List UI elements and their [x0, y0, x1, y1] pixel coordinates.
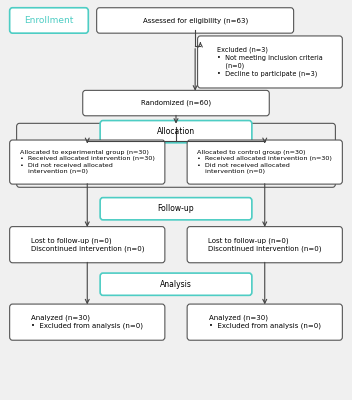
Text: Analyzed (n=30)
•  Excluded from analysis (n=0): Analyzed (n=30) • Excluded from analysis… — [31, 315, 143, 329]
Text: Analyzed (n=30)
•  Excluded from analysis (n=0): Analyzed (n=30) • Excluded from analysis… — [209, 315, 321, 329]
Text: Lost to follow-up (n=0)
Discontinued intervention (n=0): Lost to follow-up (n=0) Discontinued int… — [31, 238, 144, 252]
FancyBboxPatch shape — [10, 227, 165, 263]
FancyBboxPatch shape — [197, 36, 342, 88]
Text: Allocated to control group (n=30)
•  Received allocated intervention (n=30)
•  D: Allocated to control group (n=30) • Rece… — [197, 150, 332, 174]
FancyBboxPatch shape — [10, 304, 165, 340]
Text: Randomized (n=60): Randomized (n=60) — [141, 100, 211, 106]
FancyBboxPatch shape — [187, 304, 342, 340]
FancyBboxPatch shape — [10, 8, 88, 33]
FancyBboxPatch shape — [10, 140, 165, 184]
Text: Allocated to experimental group (n=30)
•  Received allocated intervention (n=30): Allocated to experimental group (n=30) •… — [20, 150, 155, 174]
Text: Excluded (n=3)
•  Not meeting inclusion criteria
    (n=0)
•  Decline to partici: Excluded (n=3) • Not meeting inclusion c… — [217, 47, 323, 77]
Text: Follow-up: Follow-up — [158, 204, 194, 213]
Text: Allocation: Allocation — [157, 127, 195, 136]
FancyBboxPatch shape — [100, 273, 252, 295]
FancyBboxPatch shape — [97, 8, 294, 33]
Text: Enrollment: Enrollment — [24, 16, 74, 25]
FancyBboxPatch shape — [83, 90, 269, 116]
FancyBboxPatch shape — [187, 227, 342, 263]
Text: Lost to follow-up (n=0)
Discontinued intervention (n=0): Lost to follow-up (n=0) Discontinued int… — [208, 238, 321, 252]
Text: Analysis: Analysis — [160, 280, 192, 289]
FancyBboxPatch shape — [100, 120, 252, 143]
FancyBboxPatch shape — [17, 123, 335, 187]
Text: Assessed for eligibility (n=63): Assessed for eligibility (n=63) — [143, 17, 248, 24]
FancyBboxPatch shape — [187, 140, 342, 184]
FancyBboxPatch shape — [100, 198, 252, 220]
